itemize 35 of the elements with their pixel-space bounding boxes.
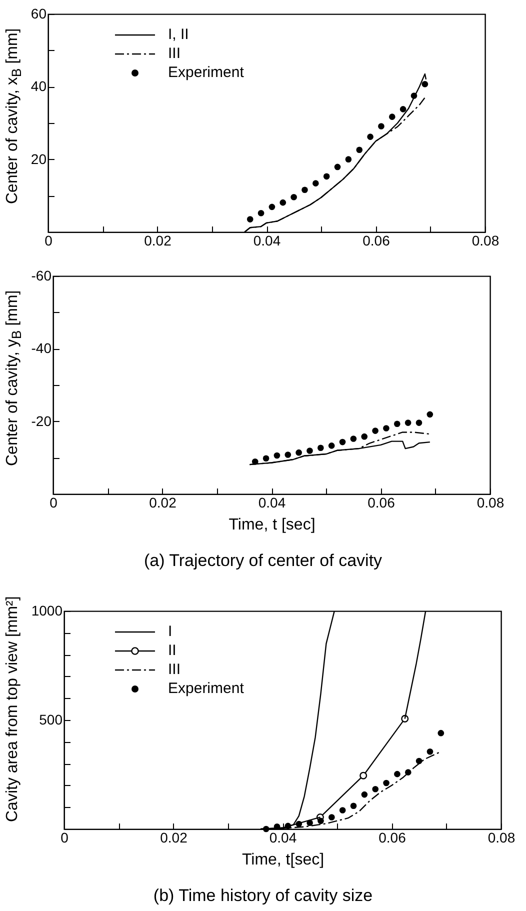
y-tick-label: 60 [30,6,47,22]
x-tick-label: 0 [50,494,58,510]
legend-label: III [168,660,181,679]
x-tick-label: 0.08 [476,494,504,510]
y-tick-label: 500 [39,712,63,728]
y-axis-title: Cavity area from top view [mm²] [4,596,22,822]
legend-label: I [168,622,172,641]
legend-label: Experiment [168,63,244,82]
text: (a) Trajectory of center of cavity [142,551,384,571]
x-tick-label: 0.04 [253,232,281,248]
x-axis-title: Time, t [sec] [228,516,316,534]
x-tick-label: 0.06 [368,494,396,510]
x-tick-label: 0 [60,830,69,846]
legend-label: II [168,641,176,660]
x-tick-label: 0.08 [472,232,500,248]
legend-label: III [168,44,181,63]
x-tick-label: 0.08 [488,830,516,846]
x-axis-title: Time, t[sec] [242,852,324,868]
x-tick-label: 0.02 [160,830,188,846]
x-tick-label: 0.06 [378,830,406,846]
x-tick-label: 0.02 [144,232,172,248]
x-tick-label: 0.04 [269,830,297,846]
y-tick-label: 1000 [31,602,63,618]
y-tick-label: -60 [31,268,52,284]
y-tick-label: 20 [30,150,47,167]
legend-label: Experiment [168,679,244,698]
y-tick-label: -40 [31,340,52,356]
x-tick-label: 0.04 [258,494,286,510]
y-tick-label: -20 [31,412,52,429]
legend-label: I, II [168,25,189,44]
text: (b) Time history of cavity size [152,886,374,906]
x-tick-label: 0.02 [149,494,177,510]
x-tick-label: 0 [44,232,53,248]
x-tick-label: 0.06 [362,232,390,248]
y-tick-label: 40 [30,78,47,94]
